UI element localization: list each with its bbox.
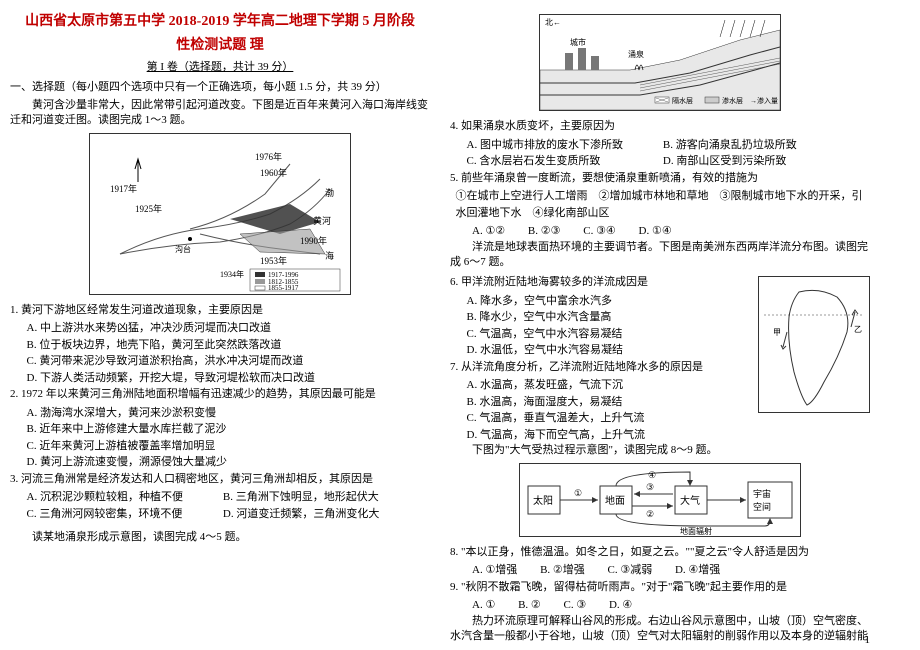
q8-opt-b: B. ②增强 — [540, 562, 585, 579]
q8-opt-a: A. ①增强 — [472, 562, 517, 579]
q5-options: A. ①② B. ②③ C. ③④ D. ①④ — [450, 223, 870, 240]
q5-opts-text: ①在城市上空进行人工增雨 ②增加城市林地和草地 ③限制城市地下水的开采，引水回灌… — [450, 188, 870, 221]
spring-svg: 城市 涌泉 北← 隔水层 渗水层 →渗入量 — [540, 15, 780, 110]
svg-text:③: ③ — [646, 482, 654, 492]
samerica-svg: 甲 乙 — [759, 277, 869, 412]
q3-stem: 3. 河流三角洲常是经济发达和人口稠密地区，黄河三角洲却相反，其原因是 — [10, 471, 430, 488]
svg-text:1855-1917: 1855-1917 — [268, 284, 299, 292]
svg-text:甲: 甲 — [773, 328, 781, 337]
q9-options: A. ① B. ② C. ③ D. ④ — [450, 597, 870, 614]
svg-text:城市: 城市 — [570, 37, 586, 47]
atmos-svg: 太阳 地面 大气 宇宙 空间 ① ② ③ — [520, 464, 800, 536]
intro-4: 下图为"大气受热过程示意图"，读图完成 8～9 题。 — [450, 443, 870, 458]
exam-title-line2: 性检测试题 理 — [10, 34, 430, 54]
q2-opt-b: B. 近年来中上游修建大量水库拦截了泥沙 — [27, 421, 431, 438]
q2-opt-a: A. 渤海湾水深增大，黄河来沙淤积变慢 — [27, 405, 431, 422]
q1-opt-d: D. 下游人类活动频繁，开挖大堤，导致河堤松软而决口改道 — [27, 370, 431, 387]
q9-opt-a: A. ① — [472, 597, 495, 614]
page-number: 1 — [865, 634, 871, 646]
svg-text:1960年: 1960年 — [260, 167, 287, 178]
svg-text:宇宙: 宇宙 — [753, 488, 771, 499]
svg-text:北←: 北← — [545, 18, 561, 27]
q8-options: A. ①增强 B. ②增强 C. ③减弱 D. ④增强 — [450, 562, 870, 579]
svg-text:1917年: 1917年 — [110, 183, 137, 194]
svg-text:隔水层: 隔水层 — [672, 96, 693, 105]
exam-page: 山西省太原市第五中学 2018-2019 学年高二地理下学期 5 月阶段 性检测… — [0, 0, 920, 650]
q1-opt-b: B. 位于板块边界，地壳下陷，黄河至此突然跌落改道 — [27, 337, 431, 354]
svg-text:乙: 乙 — [854, 325, 862, 334]
q9-opt-c: C. ③ — [564, 597, 587, 614]
svg-text:空间: 空间 — [753, 501, 771, 512]
map-svg: 1917年 1925年 1976年 1960年 渤 黄河 1990年 1953年… — [90, 134, 350, 294]
q8-opt-c: C. ③减弱 — [608, 562, 653, 579]
svg-text:太阳: 太阳 — [533, 494, 553, 507]
q1-stem: 1. 黄河下游地区经常发生河道改道现象，主要原因是 — [10, 302, 430, 319]
q4-options: A. 图中城市排放的废水下渗所致 B. 游客向涌泉乱扔垃圾所致 C. 含水层岩石… — [450, 137, 870, 170]
svg-text:渗水层: 渗水层 — [722, 96, 743, 105]
q4-opt-d: D. 南部山区受到污染所致 — [663, 153, 857, 170]
svg-text:地面: 地面 — [605, 494, 625, 507]
q3-opt-a: A. 沉积泥沙颗粒较粗，种植不便 — [27, 489, 221, 506]
q5-opt-b: B. ②③ — [528, 223, 561, 240]
intro-5: 热力环流原理可解释山谷风的形成。右边山谷风示意图中，山坡（顶）空气密度、水汽含量… — [450, 614, 870, 645]
svg-text:地面辐射: 地面辐射 — [680, 526, 712, 536]
svg-text:1976年: 1976年 — [255, 151, 282, 162]
svg-text:黄河: 黄河 — [313, 215, 331, 226]
figure-4-atmosphere: 太阳 地面 大气 宇宙 空间 ① ② ③ — [450, 463, 870, 540]
q4-stem: 4. 如果涌泉水质变坏，主要原因为 — [450, 118, 870, 135]
instructions: 一、选择题（每小题四个选项中只有一个正确选项，每小题 1.5 分，共 39 分） — [10, 78, 430, 94]
svg-text:涌泉: 涌泉 — [628, 49, 644, 59]
q2-stem: 2. 1972 年以来黄河三角洲陆地面积增幅有迅速减少的趋势，其原因最可能是 — [10, 386, 430, 403]
q4-opt-c: C. 含水层岩石发生变质所致 — [467, 153, 661, 170]
figure-3-samerica: 甲 乙 — [758, 276, 870, 413]
q3-opt-b: B. 三角洲下蚀明显，地形起伏大 — [223, 489, 417, 506]
figure-1-map: 1917年 1925年 1976年 1960年 渤 黄河 1990年 1953年… — [10, 133, 430, 298]
q9-stem: 9. "秋阴不散霜飞晚，留得枯荷听雨声。"对于"霜飞晚"起主要作用的是 — [450, 579, 870, 596]
intro-1: 黄河含沙量非常大，因此常带引起河道改变。下图是近百年来黄河入海口海岸线变迁和河道… — [10, 98, 430, 129]
q5-opt-d: D. ①④ — [639, 223, 672, 240]
q9-opt-d: D. ④ — [609, 597, 632, 614]
q9-opt-b: B. ② — [518, 597, 541, 614]
svg-text:1925年: 1925年 — [135, 203, 162, 214]
q1-opt-c: C. 黄河带来泥沙导致河道淤积抬高，洪水冲决河堤而改道 — [27, 353, 431, 370]
q7-opt-d: D. 气温高，海下而空气高，上升气流 — [467, 427, 871, 444]
q4-opt-b: B. 游客向涌泉乱扔垃圾所致 — [663, 137, 857, 154]
svg-text:④: ④ — [648, 470, 656, 480]
q5-stem: 5. 前些年涌泉曾一度断流，要想使涌泉重新喷涌，有效的措施为 — [450, 170, 870, 187]
svg-text:→渗入量: →渗入量 — [750, 96, 778, 105]
svg-text:1953年: 1953年 — [260, 255, 287, 266]
q2-opt-c: C. 近年来黄河上游植被覆盖率增加明显 — [27, 438, 431, 455]
q8-stem: 8. "本以正身，惟德温温。如冬之日，如夏之云。""夏之云"令人舒适是因为 — [450, 544, 870, 561]
q2-options: A. 渤海湾水深增大，黄河来沙淤积变慢 B. 近年来中上游修建大量水库拦截了泥沙… — [10, 405, 430, 471]
svg-text:沟台: 沟台 — [175, 244, 191, 254]
figure-2-spring: 城市 涌泉 北← 隔水层 渗水层 →渗入量 — [450, 14, 870, 114]
exam-title-line1: 山西省太原市第五中学 2018-2019 学年高二地理下学期 5 月阶段 — [10, 10, 430, 30]
svg-text:1934年: 1934年 — [220, 269, 244, 279]
q5-opt-c: C. ③④ — [583, 223, 616, 240]
q1-options: A. 中上游洪水来势凶猛，冲决沙质河堤而决口改道 B. 位于板块边界，地壳下陷，… — [10, 320, 430, 386]
svg-text:①: ① — [574, 488, 582, 498]
left-column: 山西省太原市第五中学 2018-2019 学年高二地理下学期 5 月阶段 性检测… — [0, 0, 440, 650]
svg-text:②: ② — [646, 509, 654, 519]
svg-text:大气: 大气 — [680, 494, 700, 507]
q4-opt-a: A. 图中城市排放的废水下渗所致 — [467, 137, 661, 154]
section-label: 第 I 卷（选择题，共计 39 分） — [10, 58, 430, 74]
svg-text:渤: 渤 — [325, 187, 334, 198]
q3-opt-d: D. 河道变迁频繁，三角洲变化大 — [223, 506, 417, 523]
q5-opt-a: A. ①② — [472, 223, 505, 240]
q8-opt-d: D. ④增强 — [675, 562, 720, 579]
q1-opt-a: A. 中上游洪水来势凶猛，冲决沙质河堤而决口改道 — [27, 320, 431, 337]
intro-2: 读某地涌泉形成示意图，读图完成 4～5 题。 — [10, 530, 430, 545]
q3-options: A. 沉积泥沙颗粒较粗，种植不便 B. 三角洲下蚀明显，地形起伏大 C. 三角洲… — [10, 489, 430, 522]
q3-opt-c: C. 三角洲河网较密集，环境不便 — [27, 506, 221, 523]
svg-text:海: 海 — [325, 250, 334, 261]
right-column: 城市 涌泉 北← 隔水层 渗水层 →渗入量 — [440, 0, 880, 650]
svg-text:1990年: 1990年 — [300, 235, 327, 246]
intro-3: 洋流是地球表面热环境的主要调节者。下图是南美洲东西两岸洋流分布图。读图完成 6～… — [450, 240, 870, 271]
q2-opt-d: D. 黄河上游流速变慢，溯源侵蚀大量减少 — [27, 454, 431, 471]
